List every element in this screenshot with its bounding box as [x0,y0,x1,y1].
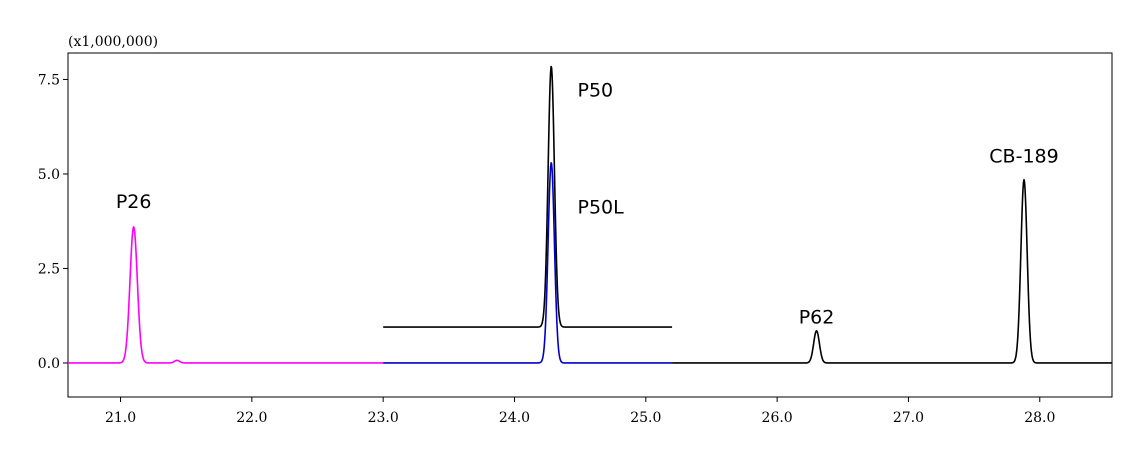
series-trace [67,226,384,364]
series-trace [671,178,1113,364]
y-tick-label: 5.0 [38,167,60,183]
x-tick-label: 26.0 [762,410,793,426]
y-tick-label: 2.5 [38,261,60,277]
x-tick-label: 24.0 [499,410,530,426]
peak-label: P50L [578,197,625,219]
plot-frame [67,52,1113,398]
x-tick-label: 28.0 [1024,410,1055,426]
y-multiplier-label: (x1,000,000) [68,34,158,50]
peak-label: CB-189 [989,146,1058,168]
plot-area: 0.0 2.5 5.0 7.5 21.0 22.0 23.0 24.0 25.0 26.0 27.0… [38,52,1113,426]
x-tick-label: 22.0 [236,410,267,426]
x-tick-label: 23.0 [368,410,399,426]
peak-label: P62 [799,306,835,328]
x-tick-label: 27.0 [893,410,924,426]
series-trace [382,65,673,328]
peak-label: P26 [116,191,152,213]
peak-label: P50 [578,79,614,101]
y-tick-label: 0.0 [38,356,60,372]
x-tick-label: 21.0 [105,410,136,426]
y-tick-label: 7.5 [38,72,60,88]
x-tick-label: 25.0 [630,410,661,426]
series-trace [382,162,673,364]
